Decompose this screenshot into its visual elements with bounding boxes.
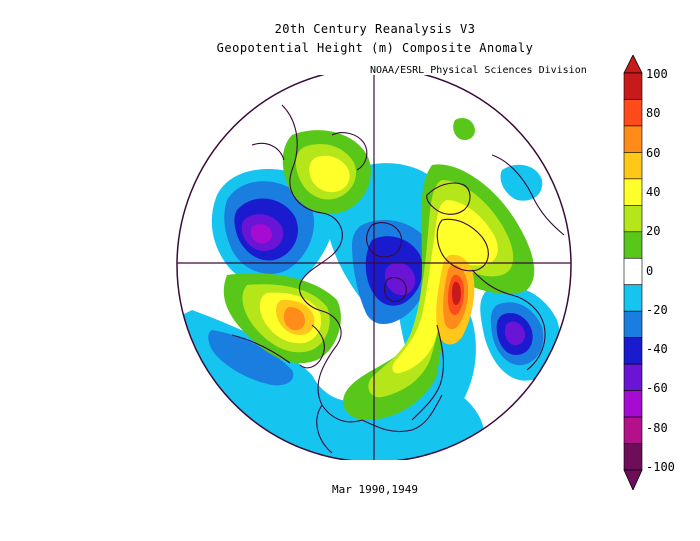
colorbar-tick-label: -60	[646, 381, 668, 396]
credit-label: NOAA/ESRL Physical Sciences Division	[370, 65, 587, 76]
colorbar-segment	[623, 310, 643, 338]
colorbar-tick-label: -80	[646, 420, 668, 435]
colorbar-segment	[623, 284, 643, 312]
colorbar-segment	[623, 390, 643, 418]
colorbar-tick-label: -20	[646, 302, 668, 317]
globe-outline	[176, 75, 572, 460]
anomaly-region-southwest-negative-mid	[208, 330, 294, 386]
colorbar-segment	[623, 416, 643, 444]
colorbar-segment	[623, 178, 643, 206]
anomaly-region-northeast-negative	[500, 164, 543, 201]
colorbar-segment	[623, 363, 643, 391]
colorbar-segment	[623, 152, 643, 180]
colorbar-tick-label: 20	[646, 224, 661, 239]
colorbar	[623, 55, 643, 490]
colorbar-tick-label: 80	[646, 106, 661, 121]
colorbar-segments	[623, 55, 643, 490]
anomaly-region-europe-positive-peak	[452, 281, 461, 305]
colorbar-segment	[623, 205, 643, 233]
colorbar-tick-label: -100	[646, 460, 675, 474]
colorbar-top-arrow	[623, 55, 643, 74]
colorbar-tick-label: 60	[646, 145, 661, 160]
colorbar-bottom-arrow	[623, 469, 643, 490]
date-label: Mar 1990,1949	[331, 483, 419, 496]
anomaly-region-siberia-negative-deep	[504, 321, 526, 346]
colorbar-segment	[623, 257, 643, 286]
colorbar-segment	[623, 72, 643, 100]
colorbar-tick-label: -40	[646, 342, 668, 357]
anomaly-region-greenland-positive-yellow	[309, 155, 350, 193]
coastlines	[231, 104, 565, 454]
colorbar-segment	[623, 443, 643, 471]
colorbar-segment	[623, 337, 643, 365]
colorbar-tick-label: 40	[646, 184, 661, 199]
polar-anomaly-map	[176, 75, 572, 460]
anomaly-region-north-positive-small	[453, 118, 475, 140]
colorbar-segment	[623, 125, 643, 153]
chart-title-line-2: Geopotential Height (m) Composite Anomal…	[216, 41, 534, 55]
colorbar-segment	[623, 231, 643, 259]
colorbar-tick-label: 0	[646, 263, 654, 278]
chart-title-line-1: 20th Century Reanalysis V3	[274, 22, 476, 36]
anomaly-region-pacific-negative-peak	[250, 224, 273, 244]
anomaly-region-eastern-us-positive-red	[283, 307, 305, 331]
colorbar-segment	[623, 99, 643, 127]
colorbar-tick-label: 100	[646, 67, 668, 81]
